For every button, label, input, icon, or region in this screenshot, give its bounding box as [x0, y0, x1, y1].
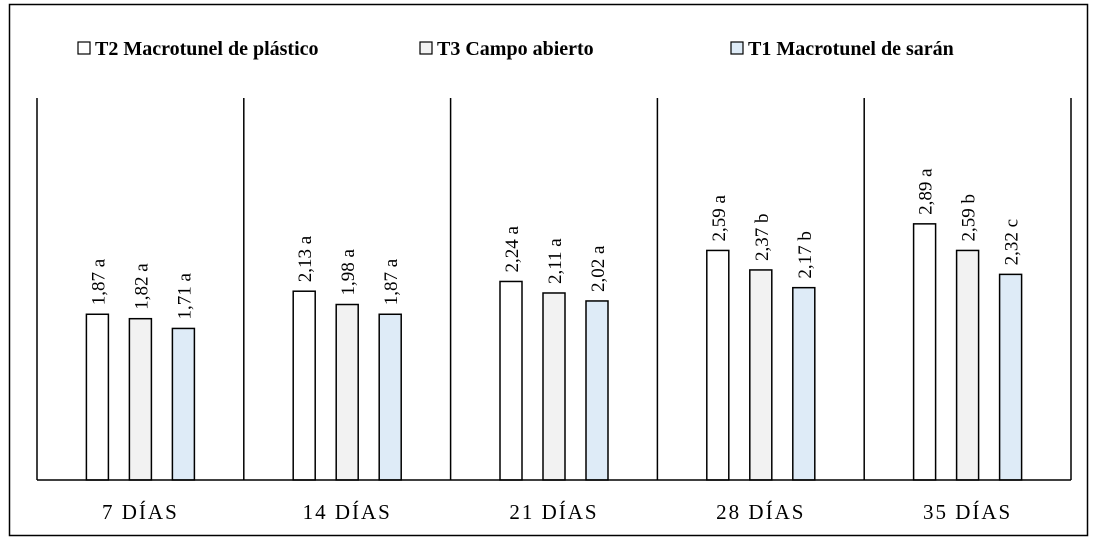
bar: [378, 313, 402, 481]
category-label: 35 DÍAS: [923, 500, 1012, 524]
bar: [706, 249, 730, 481]
category-label: 21 DÍAS: [509, 500, 598, 524]
legend-swatch: [730, 41, 744, 55]
bar: [912, 223, 937, 481]
data-label: 2,13 a: [295, 235, 316, 282]
data-label: 2,89 a: [916, 168, 937, 215]
bar: [335, 303, 359, 481]
data-label: 1,98 a: [338, 249, 359, 296]
bar: [171, 327, 196, 481]
data-label: 2,59 b: [959, 194, 980, 242]
bar: [955, 249, 980, 481]
legend-label: T1 Macrotunel de sarán: [748, 38, 954, 60]
bar: [499, 280, 523, 481]
legend-label: T3 Campo abierto: [437, 38, 594, 60]
data-label: 1,87 a: [381, 258, 402, 305]
legend: T2 Macrotunel de plástico T3 Campo abiert…: [77, 38, 954, 60]
bar: [792, 286, 816, 481]
bars: [85, 223, 1023, 481]
bar: [749, 269, 773, 481]
bar: [585, 300, 609, 481]
legend-swatch: [419, 41, 433, 55]
bar: [542, 292, 566, 481]
category-label: 14 DÍAS: [303, 500, 392, 524]
data-label: 2,17 b: [795, 231, 816, 279]
data-label: 1,87 a: [88, 258, 109, 305]
data-label: 2,24 a: [502, 225, 523, 272]
data-label: 1,71 a: [174, 272, 195, 319]
data-label: 1,82 a: [131, 263, 152, 310]
category-label: 7 DÍAS: [102, 500, 179, 524]
category-separators: [36, 98, 1072, 480]
legend-swatch: [77, 41, 91, 55]
bar: [998, 273, 1023, 481]
data-label: 2,11 a: [545, 238, 566, 284]
data-label: 2,32 c: [1002, 219, 1023, 265]
data-label: 2,59 a: [709, 194, 730, 241]
category-labels: 7 DÍAS 14 DÍAS 21 DÍAS 28 DÍAS 35 DÍAS: [102, 500, 1012, 524]
bar: [128, 317, 153, 481]
category-label: 28 DÍAS: [716, 500, 805, 524]
data-label: 2,37 b: [752, 213, 773, 261]
legend-label: T2 Macrotunel de plástico: [95, 38, 319, 60]
data-labels: 1,87 a 2,13 a 2,24 a 2,59 a 2,89 a 1,82 a 1,98…: [88, 168, 1022, 320]
bar: [292, 290, 316, 481]
data-label: 2,02 a: [588, 245, 609, 292]
bar: [85, 313, 110, 481]
